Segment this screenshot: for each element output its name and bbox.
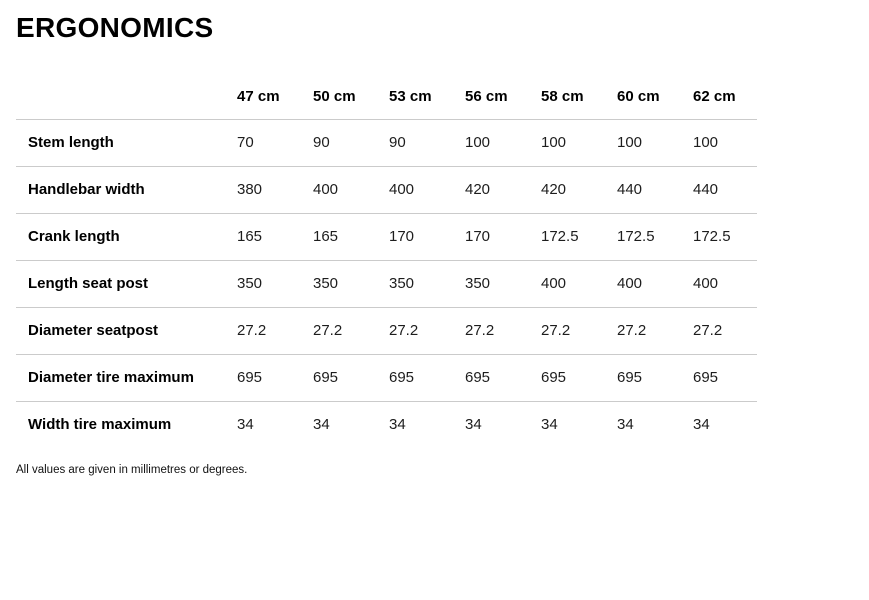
table-row-diameter-seatpost: Diameter seatpost 27.2 27.2 27.2 27.2 27… bbox=[16, 307, 757, 355]
cell-value: 695 bbox=[237, 354, 313, 402]
cell-value: 34 bbox=[693, 416, 710, 434]
column-header-62cm: 62 cm bbox=[693, 75, 757, 120]
cell-value: 34 bbox=[541, 416, 558, 434]
cell-value: 90 bbox=[389, 119, 465, 167]
cell-value: 695 bbox=[465, 354, 541, 402]
table-row-length-seat-post: Length seat post 350 350 350 350 400 400… bbox=[16, 260, 757, 308]
row-label: Diameter tire maximum bbox=[16, 354, 237, 402]
column-header-60cm: 60 cm bbox=[617, 75, 693, 120]
ergonomics-spec-table: 47 cm 50 cm 53 cm 56 cm 58 cm 60 cm 62 c… bbox=[16, 75, 757, 448]
cell-value: 695 bbox=[693, 354, 757, 402]
cell-value: 172.5 bbox=[617, 213, 693, 261]
cell-value: 34 bbox=[617, 416, 634, 434]
cell-value: 27.2 bbox=[693, 307, 757, 355]
units-footnote: All values are given in millimetres or d… bbox=[16, 464, 248, 476]
row-label: Length seat post bbox=[16, 260, 237, 308]
cell-value: 27.2 bbox=[237, 307, 313, 355]
cell-value: 440 bbox=[617, 166, 693, 214]
table-row-crank-length: Crank length 165 165 170 170 172.5 172.5… bbox=[16, 213, 757, 261]
cell-value: 170 bbox=[389, 213, 465, 261]
cell-value: 165 bbox=[313, 213, 389, 261]
column-header-56cm: 56 cm bbox=[465, 75, 541, 120]
cell-value: 90 bbox=[313, 119, 389, 167]
cell-value: 27.2 bbox=[541, 307, 617, 355]
cell-value: 350 bbox=[313, 260, 389, 308]
cell-value: 695 bbox=[617, 354, 693, 402]
cell-value: 695 bbox=[389, 354, 465, 402]
cell-value: 400 bbox=[693, 260, 757, 308]
row-label: Stem length bbox=[16, 119, 237, 167]
cell-value: 350 bbox=[237, 260, 313, 308]
cell-value: 100 bbox=[465, 119, 541, 167]
table-header-row: 47 cm 50 cm 53 cm 56 cm 58 cm 60 cm 62 c… bbox=[16, 75, 757, 120]
table-row-handlebar-width: Handlebar width 380 400 400 420 420 440 … bbox=[16, 166, 757, 214]
cell-value: 350 bbox=[465, 260, 541, 308]
cell-value: 380 bbox=[237, 166, 313, 214]
page-title: ERGONOMICS bbox=[16, 12, 214, 43]
cell-value: 100 bbox=[693, 119, 757, 167]
cell-value: 70 bbox=[237, 119, 313, 167]
row-label: Diameter seatpost bbox=[16, 307, 237, 355]
cell-value: 100 bbox=[541, 119, 617, 167]
column-header-58cm: 58 cm bbox=[541, 75, 617, 120]
cell-value: 400 bbox=[389, 166, 465, 214]
row-label: Handlebar width bbox=[16, 166, 237, 214]
cell-value: 27.2 bbox=[617, 307, 693, 355]
cell-value: 172.5 bbox=[693, 213, 757, 261]
cell-value: 172.5 bbox=[541, 213, 617, 261]
cell-value: 400 bbox=[617, 260, 693, 308]
cell-value: 165 bbox=[237, 213, 313, 261]
cell-value: 695 bbox=[541, 354, 617, 402]
cell-value: 170 bbox=[465, 213, 541, 261]
cell-value: 27.2 bbox=[389, 307, 465, 355]
column-header-47cm: 47 cm bbox=[237, 75, 313, 120]
cell-value: 440 bbox=[693, 166, 757, 214]
table-corner-cell bbox=[16, 75, 237, 120]
cell-value: 27.2 bbox=[313, 307, 389, 355]
cell-value: 34 bbox=[389, 416, 406, 434]
table-row-diameter-tire-maximum: Diameter tire maximum 695 695 695 695 69… bbox=[16, 354, 757, 402]
cell-value: 400 bbox=[313, 166, 389, 214]
cell-value: 34 bbox=[313, 416, 330, 434]
cell-value: 27.2 bbox=[465, 307, 541, 355]
cell-value: 350 bbox=[389, 260, 465, 308]
cell-value: 420 bbox=[465, 166, 541, 214]
row-label: Width tire maximum bbox=[28, 416, 172, 434]
column-header-53cm: 53 cm bbox=[389, 75, 465, 120]
cell-value: 400 bbox=[541, 260, 617, 308]
column-header-50cm: 50 cm bbox=[313, 75, 389, 120]
cell-value: 420 bbox=[541, 166, 617, 214]
cell-value: 100 bbox=[617, 119, 693, 167]
cell-value: 695 bbox=[313, 354, 389, 402]
cell-value: 34 bbox=[465, 416, 482, 434]
table-row-width-tire-maximum: Width tire maximum 34 34 34 34 34 34 34 bbox=[16, 401, 757, 448]
row-label: Crank length bbox=[16, 213, 237, 261]
cell-value: 34 bbox=[237, 416, 254, 434]
table-row-stem-length: Stem length 70 90 90 100 100 100 100 bbox=[16, 119, 757, 167]
